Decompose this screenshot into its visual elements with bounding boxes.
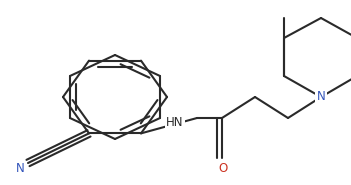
Text: HN: HN: [166, 117, 184, 130]
Text: O: O: [218, 162, 228, 174]
Text: N: N: [317, 90, 325, 102]
Text: N: N: [16, 162, 24, 176]
